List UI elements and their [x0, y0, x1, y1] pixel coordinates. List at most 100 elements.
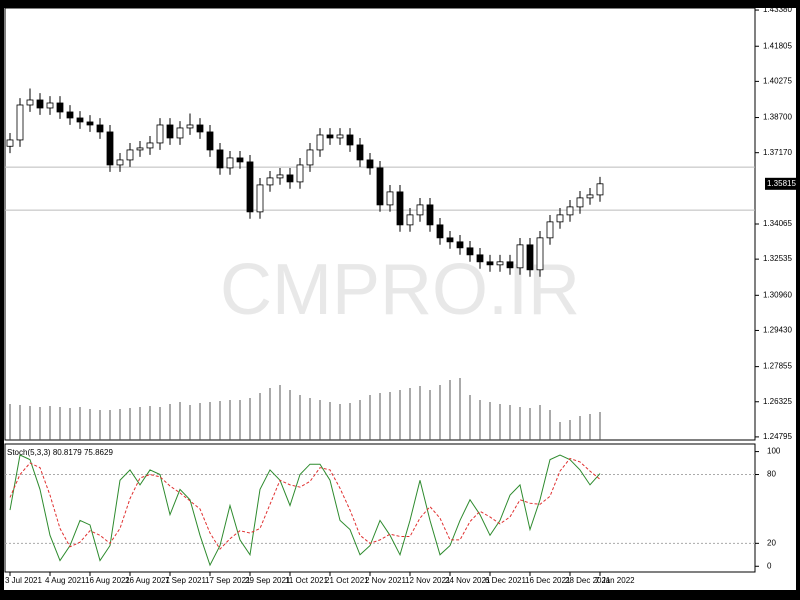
y-tick-label: 1.29430 — [763, 326, 792, 335]
candle-body — [116, 159, 124, 166]
indicator-y-tick-label: 100 — [767, 447, 781, 456]
candle-body — [316, 134, 324, 151]
candle-body — [526, 244, 534, 271]
candle-body — [406, 214, 414, 226]
candle-body — [536, 237, 544, 271]
indicator-main-value: 80.8179 — [53, 448, 82, 457]
candle-body — [226, 157, 234, 169]
candle-body — [156, 124, 164, 144]
y-tick-label: 1.34065 — [763, 219, 792, 228]
candle-body — [566, 206, 574, 216]
candle-body — [16, 104, 24, 141]
candle-body — [206, 131, 214, 151]
candle-body — [96, 124, 104, 133]
candle-body — [136, 147, 144, 151]
candle-body — [296, 164, 304, 183]
y-tick-label: 1.40275 — [763, 76, 792, 85]
candle-body — [276, 174, 284, 179]
candle-body — [436, 224, 444, 239]
candle-body — [486, 261, 494, 266]
candle-body — [6, 139, 14, 147]
x-tick-label: 26 Aug 2021 — [125, 576, 170, 585]
candle-body — [256, 184, 264, 213]
candle-body — [446, 237, 454, 243]
candle-body — [286, 174, 294, 183]
indicator-name: Stoch(5,3,3) — [7, 448, 51, 457]
candle-body — [336, 134, 344, 139]
candle-body — [386, 191, 394, 206]
candle-body — [306, 149, 314, 166]
candle-body — [26, 99, 34, 106]
candle-body — [546, 221, 554, 239]
candle-body — [356, 144, 364, 161]
x-tick-label: 29 Sep 2021 — [245, 576, 291, 585]
watermark: CMPRO.IR — [220, 250, 580, 330]
candle-body — [506, 261, 514, 269]
candle-body — [396, 191, 404, 226]
candle-body — [376, 167, 384, 206]
candle-body — [176, 127, 184, 139]
x-tick-label: 21 Oct 2021 — [325, 576, 369, 585]
y-tick-label: 1.24795 — [763, 432, 792, 441]
indicator-label: Stoch(5,3,3) 80.8179 75.8629 — [7, 448, 113, 457]
x-tick-label: 24 Nov 2021 — [445, 576, 491, 585]
price-label-box — [765, 177, 797, 190]
y-tick-label: 1.37170 — [763, 148, 792, 157]
candle-body — [196, 124, 204, 133]
x-tick-label: 16 Aug 2021 — [85, 576, 130, 585]
candle-body — [596, 183, 604, 196]
candle-body — [236, 157, 244, 163]
candle-body — [516, 244, 524, 269]
indicator-y-tick-label: 0 — [767, 561, 772, 570]
candle-body — [426, 204, 434, 226]
chart-background — [4, 8, 796, 590]
candle-body — [456, 241, 464, 249]
candle-body — [146, 142, 154, 149]
y-tick-label: 1.41805 — [763, 41, 792, 50]
indicator-frame — [4, 443, 756, 573]
y-tick-label: 1.32535 — [763, 254, 792, 263]
x-tick-label: 12 Nov 2021 — [405, 576, 451, 585]
candle-body — [86, 121, 94, 126]
indicator-signal-value: 75.8629 — [84, 448, 113, 457]
candle-body — [36, 99, 44, 109]
y-tick-label: 1.26325 — [763, 397, 792, 406]
candle-body — [556, 214, 564, 223]
indicator-line — [9, 454, 601, 567]
candle-body — [496, 261, 504, 266]
y-tick-label: 1.30960 — [763, 290, 792, 299]
price-label: 1.35815 — [767, 179, 796, 188]
candle-body — [266, 177, 274, 186]
x-tick-label: 7 Sep 2021 — [165, 576, 206, 585]
y-tick-label: 1.38700 — [763, 113, 792, 122]
candle-body — [76, 117, 84, 123]
y-tick-label: 1.27855 — [763, 362, 792, 371]
candle-body — [216, 149, 224, 169]
candle-body — [46, 102, 54, 109]
x-tick-label: 4 Aug 2021 — [45, 576, 86, 585]
candle-body — [246, 161, 254, 213]
candle-body — [346, 134, 354, 146]
candle-body — [366, 159, 374, 169]
x-tick-label: 11 Oct 2021 — [285, 576, 329, 585]
candle-body — [126, 149, 134, 161]
candle-body — [586, 194, 594, 199]
candle-body — [576, 197, 584, 208]
y-tick-label: 1.43380 — [763, 5, 792, 14]
candle-body — [326, 134, 334, 139]
candle-body — [106, 131, 114, 166]
candle-body — [186, 124, 194, 129]
x-tick-label: 6 Dec 2021 — [485, 576, 526, 585]
candle-body — [66, 111, 74, 119]
x-tick-label: 17 Sep 2021 — [205, 576, 251, 585]
x-tick-label: 28 Dec 2021 — [565, 576, 611, 585]
candle-body — [166, 124, 174, 139]
x-tick-label: 3 Jul 2021 — [5, 576, 42, 585]
indicator-y-tick-label: 80 — [767, 470, 776, 479]
candle-body — [466, 247, 474, 256]
x-tick-label: 2 Nov 2021 — [365, 576, 406, 585]
indicator-y-tick-label: 20 — [767, 538, 776, 547]
candle-body — [476, 254, 484, 263]
